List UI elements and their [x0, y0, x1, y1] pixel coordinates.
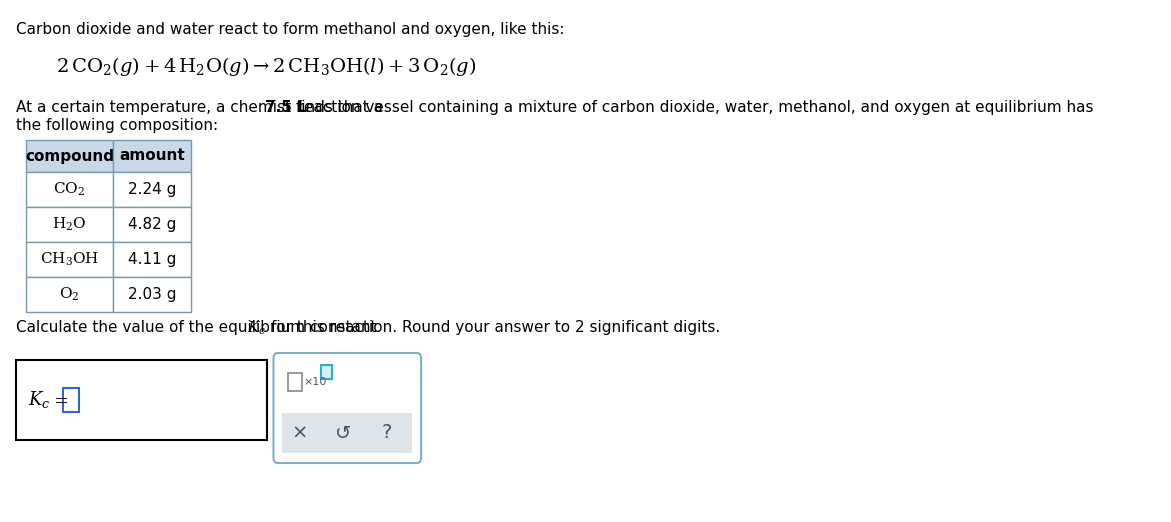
- Text: ?: ?: [382, 423, 391, 443]
- Text: 4.82 g: 4.82 g: [128, 217, 176, 232]
- FancyBboxPatch shape: [274, 353, 422, 463]
- FancyBboxPatch shape: [288, 373, 302, 391]
- Text: At a certain temperature, a chemist finds that a: At a certain temperature, a chemist find…: [15, 100, 388, 115]
- FancyBboxPatch shape: [26, 242, 112, 277]
- Text: amount: amount: [119, 148, 185, 163]
- FancyBboxPatch shape: [112, 172, 191, 207]
- Text: 2.03 g: 2.03 g: [128, 287, 176, 302]
- Text: ↺: ↺: [335, 423, 351, 443]
- Text: 2.24 g: 2.24 g: [128, 182, 176, 197]
- FancyBboxPatch shape: [26, 277, 112, 312]
- Text: $=$: $=$: [50, 391, 69, 409]
- Text: $2\,\mathrm{CO_2}(g)+4\,\mathrm{H_2O}(g)\rightarrow 2\,\mathrm{CH_3OH}(l)+3\,\ma: $2\,\mathrm{CO_2}(g)+4\,\mathrm{H_2O}(g)…: [56, 55, 477, 78]
- FancyBboxPatch shape: [15, 360, 267, 440]
- Text: $\mathrm{CH_3OH}$: $\mathrm{CH_3OH}$: [40, 251, 100, 268]
- Text: compound: compound: [25, 148, 114, 163]
- Text: Carbon dioxide and water react to form methanol and oxygen, like this:: Carbon dioxide and water react to form m…: [15, 22, 564, 37]
- Text: Calculate the value of the equilibrium constant: Calculate the value of the equilibrium c…: [15, 320, 381, 335]
- FancyBboxPatch shape: [282, 413, 412, 453]
- Text: $K_c$: $K_c$: [28, 389, 50, 410]
- Text: the following composition:: the following composition:: [15, 118, 218, 133]
- FancyBboxPatch shape: [112, 140, 191, 172]
- FancyBboxPatch shape: [26, 140, 112, 172]
- FancyBboxPatch shape: [112, 277, 191, 312]
- FancyBboxPatch shape: [26, 172, 112, 207]
- FancyBboxPatch shape: [26, 207, 112, 242]
- FancyBboxPatch shape: [112, 242, 191, 277]
- Text: ×: ×: [292, 423, 308, 443]
- Text: 7.5 L: 7.5 L: [265, 100, 307, 115]
- Text: 4.11 g: 4.11 g: [128, 252, 176, 267]
- FancyBboxPatch shape: [321, 365, 331, 379]
- FancyBboxPatch shape: [112, 207, 191, 242]
- FancyBboxPatch shape: [63, 388, 78, 412]
- Text: $K_c$: $K_c$: [247, 320, 266, 337]
- Text: $\mathrm{O_2}$: $\mathrm{O_2}$: [60, 286, 80, 303]
- Text: $\mathrm{H_2O}$: $\mathrm{H_2O}$: [53, 216, 87, 233]
- Text: $\mathrm{CO_2}$: $\mathrm{CO_2}$: [54, 181, 85, 198]
- Text: ×10: ×10: [304, 377, 327, 387]
- Text: reaction vessel containing a mixture of carbon dioxide, water, methanol, and oxy: reaction vessel containing a mixture of …: [293, 100, 1094, 115]
- Text: for this reaction. Round your answer to 2 significant digits.: for this reaction. Round your answer to …: [266, 320, 720, 335]
